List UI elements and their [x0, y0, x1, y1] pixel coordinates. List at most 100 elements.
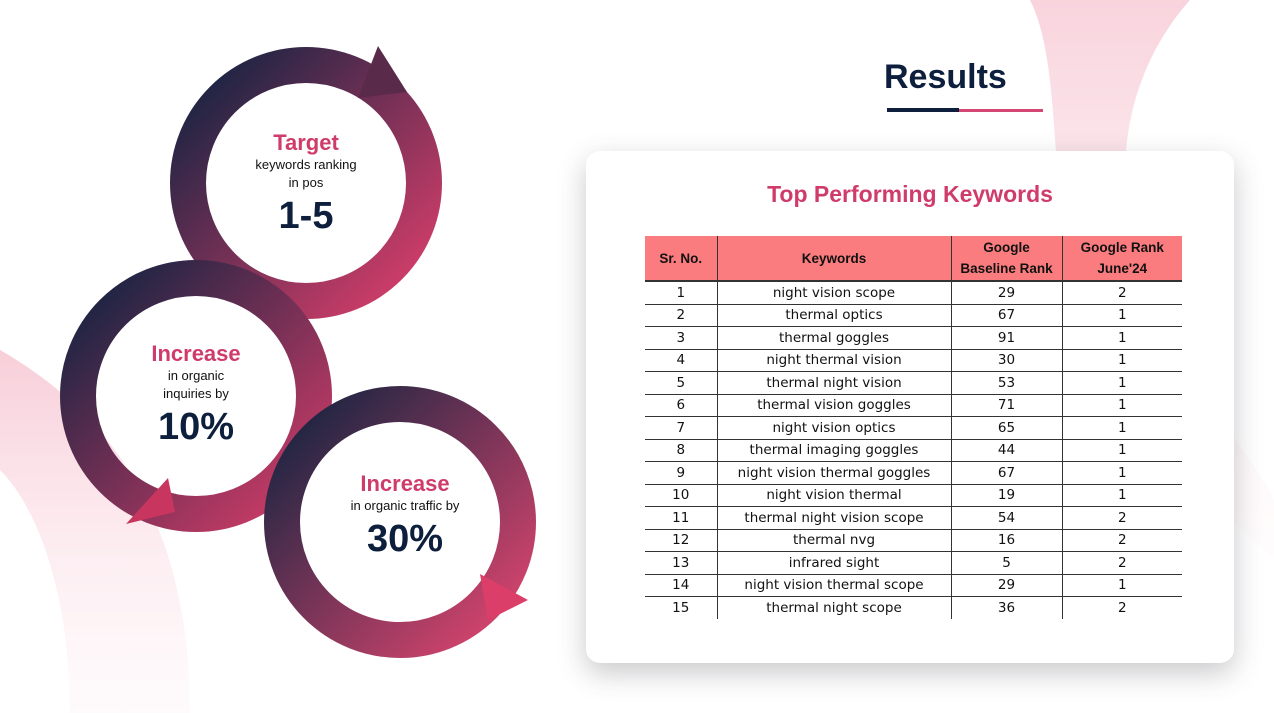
stat-target-ranking: Target keywords ranking in pos 1-5	[226, 130, 386, 238]
header-baseline-line-2: Baseline Rank	[960, 261, 1053, 276]
cell-keyword: night vision thermal scope	[717, 574, 952, 597]
cell-sr: 3	[645, 326, 718, 350]
table-row: 13 infrared sight 5 2	[645, 551, 1182, 575]
header-june-rank: Google Rank June'24	[1062, 236, 1182, 281]
cell-keyword: night vision thermal goggles	[717, 461, 952, 485]
stat-1-heading: Target	[273, 130, 339, 155]
cell-baseline: 54	[951, 506, 1063, 530]
cell-keyword: thermal night vision	[717, 371, 952, 395]
cell-june: 1	[1062, 484, 1182, 507]
cell-sr: 1	[645, 281, 718, 305]
stat-1-value: 1-5	[278, 195, 334, 237]
title-underline-pink	[959, 109, 1043, 112]
cell-baseline: 29	[951, 574, 1063, 597]
header-june-line-2: June'24	[1097, 261, 1148, 276]
cell-june: 1	[1062, 349, 1182, 372]
header-sr-no: Sr. No.	[645, 236, 718, 281]
cell-sr: 15	[645, 596, 718, 619]
ring-1-arrowhead	[358, 46, 407, 98]
cell-keyword: thermal night scope	[717, 596, 952, 619]
cell-baseline: 16	[951, 529, 1063, 552]
cell-june: 2	[1062, 281, 1182, 305]
cell-sr: 8	[645, 439, 718, 462]
cell-keyword: infrared sight	[717, 551, 952, 575]
cell-june: 1	[1062, 394, 1182, 417]
table-row: 14 night vision thermal scope 29 1	[645, 574, 1182, 597]
cell-keyword: thermal imaging goggles	[717, 439, 952, 462]
stat-inquiries-increase: Increase in organic inquiries by 10%	[116, 341, 276, 449]
keywords-table: Sr. No. Keywords Google Baseline Rank Go…	[645, 236, 1182, 619]
card-title: Top Performing Keywords	[767, 181, 1053, 207]
page-title: Results	[884, 58, 1007, 96]
cell-sr: 2	[645, 304, 718, 327]
stat-traffic-increase: Increase in organic traffic by 30%	[315, 471, 495, 561]
ring-arrows-graphic	[60, 46, 536, 658]
cell-sr: 14	[645, 574, 718, 597]
ring-3-arrowhead	[480, 574, 528, 620]
stat-2-value: 10%	[157, 406, 235, 448]
header-keywords: Keywords	[717, 236, 952, 281]
ring-2	[60, 260, 332, 532]
ring-3	[264, 386, 536, 658]
table-row: 8 thermal imaging goggles 44 1	[645, 439, 1182, 462]
table-row: 3 thermal goggles 91 1	[645, 326, 1182, 350]
table-row: 5 thermal night vision 53 1	[645, 371, 1182, 395]
stat-1-desc-line-2: in pos	[288, 175, 324, 190]
cell-keyword: night vision scope	[717, 281, 952, 305]
cell-keyword: thermal vision goggles	[717, 394, 952, 417]
cell-june: 1	[1062, 326, 1182, 350]
cell-sr: 7	[645, 416, 718, 440]
cell-june: 1	[1062, 574, 1182, 597]
cell-june: 1	[1062, 439, 1182, 462]
header-baseline-line-1: Google	[983, 240, 1030, 255]
stat-1-desc-line-1: keywords ranking	[255, 157, 357, 172]
cell-sr: 11	[645, 506, 718, 530]
cell-june: 2	[1117, 599, 1127, 616]
stat-3-desc-line-1: in organic traffic by	[350, 498, 460, 513]
table-row: 11 thermal night vision scope 54 2	[645, 506, 1182, 530]
stat-2-desc-line-1: in organic	[167, 368, 225, 383]
cell-baseline: 67	[951, 304, 1063, 327]
cell-keyword: thermal goggles	[717, 326, 952, 350]
cell-keyword: night vision thermal	[717, 484, 952, 507]
cell-baseline: 29	[951, 281, 1063, 305]
cell-baseline: 71	[951, 394, 1063, 417]
cell-keyword: night thermal vision	[717, 349, 952, 372]
header-baseline-rank: Google Baseline Rank	[951, 236, 1063, 281]
cell-sr: 5	[645, 371, 718, 395]
table-row: 1 night vision scope 29 2	[645, 281, 1182, 305]
cell-baseline: 30	[951, 349, 1063, 372]
table-row: 2 thermal optics 67 1	[645, 304, 1182, 327]
cell-keyword: thermal night vision scope	[717, 506, 952, 530]
cell-baseline: 44	[951, 439, 1063, 462]
stat-2-heading: Increase	[151, 341, 241, 366]
cell-sr: 10	[645, 484, 718, 507]
table-row: 9 night vision thermal goggles 67 1	[645, 461, 1182, 485]
title-underline-navy	[887, 108, 959, 112]
table-header-row: Sr. No. Keywords Google Baseline Rank Go…	[645, 236, 1182, 281]
ring-1	[170, 46, 442, 319]
cell-june: 1	[1062, 416, 1182, 440]
cell-baseline: 91	[951, 326, 1063, 350]
stat-3-heading: Increase	[360, 471, 450, 496]
table-row: 12 thermal nvg 16 2	[645, 529, 1182, 552]
cell-june: 1	[1062, 371, 1182, 395]
table-row: 15 thermal night scope 36 2	[645, 596, 1182, 619]
ring-2-arrowhead	[126, 478, 175, 524]
table-row: 7 night vision optics 65 1	[645, 416, 1182, 440]
cell-keyword: night vision optics	[717, 416, 952, 440]
cell-keyword: thermal nvg	[717, 529, 952, 552]
table-row: 4 night thermal vision 30 1	[645, 349, 1182, 372]
header-june-line-1: Google Rank	[1080, 240, 1164, 255]
stat-2-desc-line-2: inquiries by	[163, 386, 229, 401]
stat-3-value: 30%	[366, 518, 444, 560]
cell-baseline: 5	[951, 551, 1063, 575]
cell-june: 2	[1062, 506, 1182, 530]
cell-sr: 4	[645, 349, 718, 372]
table-row: 6 thermal vision goggles 71 1	[645, 394, 1182, 417]
cell-sr: 9	[645, 461, 718, 485]
cell-keyword: thermal optics	[717, 304, 952, 327]
cell-baseline: 36	[951, 596, 1063, 619]
left-swoosh	[0, 350, 190, 713]
cell-baseline: 65	[951, 416, 1063, 440]
